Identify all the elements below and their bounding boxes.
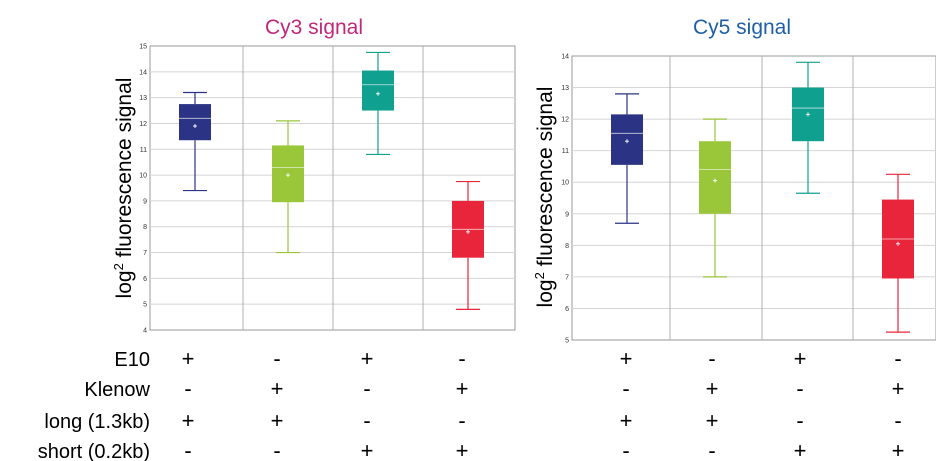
y-tick-label: 7: [143, 250, 147, 257]
condition-sign: -: [184, 376, 191, 401]
condition-sign: -: [458, 408, 465, 433]
y-tick-label: 11: [562, 148, 569, 155]
y-tick-label: 13: [561, 85, 569, 92]
condition-sign: -: [622, 376, 629, 401]
condition-sign: +: [456, 438, 469, 461]
condition-sign: +: [706, 376, 719, 401]
y-tick-label: 5: [143, 302, 147, 309]
y-tick-label: 6: [143, 276, 147, 283]
condition-sign: -: [458, 346, 465, 371]
iqr-box: [179, 104, 211, 141]
condition-sign: -: [184, 438, 191, 461]
y-tick-label: 15: [139, 44, 147, 51]
y-tick-label: 10: [139, 173, 147, 180]
y-tick-label: 10: [561, 180, 569, 187]
y-axis-label-log: log: [113, 270, 136, 298]
condition-sign: -: [273, 438, 280, 461]
y-tick-label: 9: [143, 198, 147, 205]
cy5-chart: Cy5 signal log2 fluorescence signal 5 6 7 8…: [532, 16, 936, 345]
condition-label: short (0.2kb): [38, 441, 150, 461]
condition-sign: +: [892, 376, 905, 401]
y-tick-label: 14: [561, 54, 569, 61]
y-axis-label-log: log: [534, 279, 557, 307]
condition-sign: +: [271, 376, 284, 401]
y-tick-label: 11: [140, 147, 147, 154]
condition-sign: -: [622, 438, 629, 461]
y-tick-label: 14: [139, 69, 147, 76]
condition-sign: -: [894, 346, 901, 371]
box-plot-4: [882, 173, 914, 333]
y-axis-label: log2 fluorescence signal: [532, 87, 557, 308]
condition-label: Klenow: [84, 379, 150, 401]
box-plot-3: [792, 61, 824, 194]
y-tick-label: 8: [143, 224, 147, 231]
condition-sign: -: [273, 346, 280, 371]
condition-sign: -: [708, 438, 715, 461]
condition-sign: +: [620, 408, 633, 433]
iqr-box: [362, 70, 394, 111]
y-tick-label: 8: [565, 243, 569, 250]
condition-sign: -: [708, 346, 715, 371]
condition-sign: -: [894, 408, 901, 433]
condition-sign: +: [794, 438, 807, 461]
y-tick-label: 7: [565, 274, 569, 281]
y-axis-label-base: 2: [532, 272, 547, 279]
box-plot-3: [362, 51, 394, 156]
iqr-box: [699, 141, 731, 214]
y-tick-label: 4: [143, 328, 147, 335]
chart-title: Cy3 signal: [265, 16, 363, 39]
condition-sign: +: [271, 408, 284, 433]
condition-sign: +: [182, 408, 195, 433]
condition-sign: -: [363, 408, 370, 433]
condition-sign: +: [892, 438, 905, 461]
y-tick-label: 13: [139, 95, 147, 102]
box-plot-2: [272, 120, 304, 254]
y-axis-label-rest: fluorescence signal: [534, 87, 557, 273]
condition-sign: -: [363, 376, 370, 401]
chart-title: Cy5 signal: [693, 16, 791, 39]
y-tick-label: 12: [561, 117, 569, 124]
condition-table: E10 + - + - + - + - Klenow - + - + - + - + long (1.3kb) + + -…: [38, 346, 905, 461]
plot-area: 5 6 7 8 9 10 11 12 13 14: [561, 54, 936, 345]
plot-frame: [571, 55, 936, 341]
condition-sign: +: [706, 408, 719, 433]
y-tick-label: 12: [139, 121, 147, 128]
y-axis-label-base: 2: [111, 263, 126, 270]
box-plot-1: [611, 93, 643, 224]
plot-area: 4 5 6 7 8 9 10 11 12 13 14 15: [139, 44, 516, 335]
box-plot-2: [699, 118, 731, 278]
condition-sign: +: [456, 376, 469, 401]
condition-sign: -: [796, 376, 803, 401]
condition-label: E10: [114, 349, 150, 371]
y-tick-label: 9: [565, 211, 569, 218]
condition-sign: +: [794, 346, 807, 371]
condition-sign: +: [361, 438, 374, 461]
condition-sign: -: [796, 408, 803, 433]
y-axis-label: log2 fluorescence signal: [111, 78, 136, 299]
y-axis-label-rest: fluorescence signal: [113, 78, 136, 264]
condition-label: long (1.3kb): [44, 411, 150, 433]
condition-sign: +: [182, 346, 195, 371]
cy3-chart: Cy3 signal log2 fluorescence signal 4 5 6 7…: [111, 16, 516, 335]
y-tick-label: 5: [565, 338, 569, 345]
box-plot-4: [452, 180, 484, 310]
y-tick-label: 6: [565, 306, 569, 313]
condition-sign: +: [361, 346, 374, 371]
condition-sign: +: [620, 346, 633, 371]
box-plot-1: [179, 91, 211, 192]
